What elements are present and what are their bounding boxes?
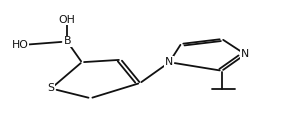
Text: B: B: [63, 36, 71, 46]
Text: N: N: [241, 49, 249, 59]
Text: S: S: [48, 83, 55, 93]
Text: OH: OH: [59, 15, 76, 25]
Text: N: N: [165, 57, 173, 67]
Text: HO: HO: [11, 40, 28, 50]
